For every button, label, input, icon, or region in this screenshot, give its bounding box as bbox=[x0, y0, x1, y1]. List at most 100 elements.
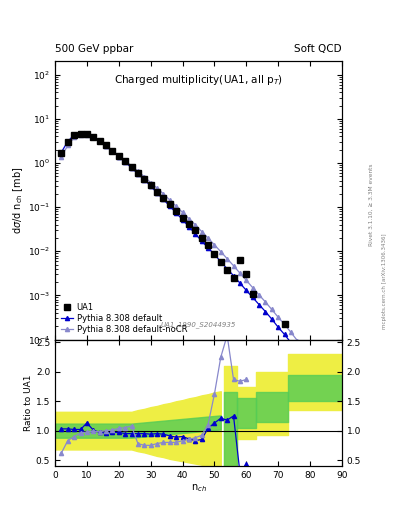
Pythia 8.308 default bbox=[282, 331, 287, 337]
Pythia 8.308 default bbox=[288, 339, 293, 346]
UA1 bbox=[59, 150, 64, 156]
UA1 bbox=[136, 169, 140, 176]
Pythia 8.308 default bbox=[187, 224, 191, 230]
UA1 bbox=[65, 139, 70, 145]
Pythia 8.308 default-noCR bbox=[219, 248, 223, 254]
Pythia 8.308 default bbox=[110, 148, 115, 154]
Pythia 8.308 default-noCR bbox=[167, 197, 172, 203]
Pythia 8.308 default bbox=[199, 238, 204, 244]
Line: Pythia 8.308 default-noCR: Pythia 8.308 default-noCR bbox=[59, 133, 331, 386]
Pythia 8.308 default bbox=[206, 245, 210, 251]
Pythia 8.308 default bbox=[65, 138, 70, 144]
Pythia 8.308 default-noCR bbox=[193, 222, 198, 228]
Pythia 8.308 default bbox=[91, 134, 95, 140]
Pythia 8.308 default bbox=[174, 210, 178, 216]
Pythia 8.308 default-noCR bbox=[263, 299, 268, 305]
Pythia 8.308 default-noCR bbox=[123, 157, 127, 163]
UA1 bbox=[206, 242, 210, 248]
Pythia 8.308 default-noCR bbox=[72, 134, 77, 140]
Pythia 8.308 default-noCR bbox=[276, 314, 281, 321]
Pythia 8.308 default-noCR bbox=[116, 153, 121, 159]
Pythia 8.308 default-noCR bbox=[206, 235, 210, 241]
UA1 bbox=[97, 138, 102, 144]
UA1 bbox=[161, 195, 166, 201]
Pythia 8.308 default bbox=[59, 149, 64, 155]
Pythia 8.308 default-noCR bbox=[237, 270, 242, 276]
Pythia 8.308 default bbox=[263, 309, 268, 315]
Pythia 8.308 default-noCR bbox=[212, 242, 217, 248]
UA1 bbox=[237, 257, 242, 263]
Pythia 8.308 default bbox=[123, 159, 127, 165]
UA1 bbox=[212, 251, 217, 258]
Pythia 8.308 default-noCR bbox=[250, 285, 255, 291]
UA1 bbox=[167, 201, 172, 207]
Pythia 8.308 default bbox=[231, 272, 236, 279]
Y-axis label: d$\sigma$/d n$_\mathrm{ch}$ [mb]: d$\sigma$/d n$_\mathrm{ch}$ [mb] bbox=[11, 167, 25, 234]
Pythia 8.308 default bbox=[167, 203, 172, 209]
UA1 bbox=[282, 321, 287, 327]
UA1 bbox=[180, 215, 185, 221]
Pythia 8.308 default bbox=[295, 348, 299, 354]
UA1 bbox=[142, 176, 147, 182]
Pythia 8.308 default-noCR bbox=[231, 263, 236, 269]
Pythia 8.308 default-noCR bbox=[244, 277, 249, 283]
Pythia 8.308 default-noCR bbox=[65, 142, 70, 148]
Pythia 8.308 default-noCR bbox=[97, 138, 102, 144]
Pythia 8.308 default bbox=[250, 294, 255, 301]
Pythia 8.308 default-noCR bbox=[104, 142, 108, 148]
Pythia 8.308 default-noCR bbox=[174, 203, 178, 209]
Pythia 8.308 default-noCR bbox=[136, 168, 140, 174]
Pythia 8.308 default-noCR bbox=[301, 346, 306, 352]
Pythia 8.308 default bbox=[97, 138, 102, 144]
Legend: UA1, Pythia 8.308 default, Pythia 8.308 default-noCR: UA1, Pythia 8.308 default, Pythia 8.308 … bbox=[59, 301, 189, 335]
Pythia 8.308 default bbox=[78, 130, 83, 136]
Pythia 8.308 default-noCR bbox=[84, 132, 89, 138]
Pythia 8.308 default bbox=[72, 132, 77, 138]
Pythia 8.308 default-noCR bbox=[270, 306, 274, 312]
Pythia 8.308 default-noCR bbox=[288, 329, 293, 335]
Pythia 8.308 default-noCR bbox=[148, 180, 153, 186]
UA1 bbox=[91, 134, 95, 140]
Pythia 8.308 default bbox=[308, 367, 312, 373]
Pythia 8.308 default-noCR bbox=[295, 337, 299, 344]
Pythia 8.308 default bbox=[155, 190, 160, 196]
UA1 bbox=[244, 271, 249, 278]
Pythia 8.308 default bbox=[161, 196, 166, 202]
Pythia 8.308 default-noCR bbox=[314, 363, 319, 369]
Pythia 8.308 default-noCR bbox=[308, 354, 312, 360]
Pythia 8.308 default bbox=[257, 302, 261, 308]
UA1 bbox=[123, 158, 127, 164]
Pythia 8.308 default-noCR bbox=[142, 174, 147, 180]
UA1 bbox=[116, 153, 121, 159]
UA1 bbox=[110, 147, 115, 154]
Y-axis label: Ratio to UA1: Ratio to UA1 bbox=[24, 374, 33, 431]
Pythia 8.308 default-noCR bbox=[257, 292, 261, 298]
Text: mcplots.cern.ch [arXiv:1306.3436]: mcplots.cern.ch [arXiv:1306.3436] bbox=[382, 234, 387, 329]
Line: UA1: UA1 bbox=[58, 131, 288, 327]
X-axis label: n$_{ch}$: n$_{ch}$ bbox=[191, 482, 206, 495]
Pythia 8.308 default bbox=[180, 217, 185, 223]
Pythia 8.308 default-noCR bbox=[225, 255, 230, 262]
Pythia 8.308 default bbox=[136, 170, 140, 177]
Pythia 8.308 default-noCR bbox=[320, 372, 325, 378]
UA1 bbox=[193, 227, 198, 233]
Text: Charged multiplicity(UA1, all p$_T$): Charged multiplicity(UA1, all p$_T$) bbox=[114, 73, 283, 87]
Pythia 8.308 default-noCR bbox=[110, 147, 115, 154]
Pythia 8.308 default bbox=[116, 154, 121, 160]
Pythia 8.308 default bbox=[270, 316, 274, 322]
Pythia 8.308 default-noCR bbox=[180, 209, 185, 216]
Pythia 8.308 default bbox=[327, 397, 332, 403]
Pythia 8.308 default bbox=[301, 357, 306, 364]
Pythia 8.308 default-noCR bbox=[199, 228, 204, 234]
UA1 bbox=[199, 235, 204, 241]
UA1 bbox=[174, 208, 178, 214]
UA1 bbox=[104, 142, 108, 148]
Pythia 8.308 default bbox=[104, 143, 108, 150]
Pythia 8.308 default bbox=[129, 165, 134, 171]
Pythia 8.308 default-noCR bbox=[129, 163, 134, 169]
UA1 bbox=[84, 131, 89, 137]
Pythia 8.308 default-noCR bbox=[327, 380, 332, 387]
Pythia 8.308 default bbox=[320, 386, 325, 392]
Pythia 8.308 default bbox=[84, 131, 89, 137]
UA1 bbox=[148, 182, 153, 188]
